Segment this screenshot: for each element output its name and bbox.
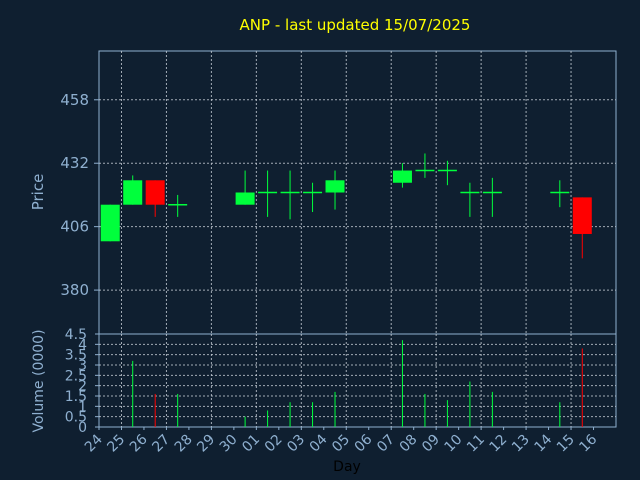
candle-25 — [123, 175, 143, 205]
x-tick-label: 11 — [464, 432, 488, 456]
volume-panel: 4.543.532.521.510.50 Volume (0000) — [31, 327, 617, 436]
volume-y-tick-label: 3 — [78, 358, 87, 374]
candle-26 — [145, 180, 165, 217]
x-tick-label: 30 — [217, 432, 241, 456]
x-tick-label: 10 — [442, 432, 466, 456]
candles — [100, 153, 592, 259]
volume-y-tick-label: 2.5 — [65, 368, 87, 384]
x-tick-labels: 2425262728293001020304050607080910111213… — [82, 427, 600, 455]
candle-24 — [100, 204, 120, 242]
x-tick-label: 03 — [284, 432, 308, 456]
volume-grid — [95, 333, 616, 428]
x-tick-label: 04 — [307, 431, 331, 455]
price-y-tick-label: 406 — [60, 218, 89, 236]
price-y-tick-label: 458 — [60, 91, 89, 109]
x-tick-label: 13 — [509, 432, 533, 456]
price-axis-label: Price — [29, 174, 47, 211]
volume-y-tick-label: 3.5 — [65, 348, 87, 364]
x-tick-label: 09 — [419, 432, 443, 456]
volume-y-tick-labels: 4.543.532.521.510.50 — [65, 327, 87, 436]
candle-body — [145, 180, 165, 205]
candle-body — [392, 170, 412, 183]
price-plot-frame — [98, 50, 617, 335]
candle-body — [325, 180, 345, 193]
x-tick-label: 27 — [149, 432, 173, 456]
candle-07 — [392, 163, 412, 188]
candle-08 — [415, 153, 435, 178]
candle-09 — [437, 160, 457, 186]
x-tick-label: 14 — [531, 431, 555, 455]
candle-27 — [168, 194, 188, 217]
x-tick-label: 06 — [352, 431, 376, 455]
x-tick-label: 15 — [554, 432, 578, 456]
volume-y-tick-label: 4.5 — [65, 327, 87, 343]
volume-y-tick-label: 1 — [78, 399, 87, 415]
candle-01 — [258, 170, 278, 217]
candle-body — [123, 180, 143, 205]
x-tick-label: 07 — [374, 432, 398, 456]
x-tick-label: 25 — [104, 432, 128, 456]
volume-y-tick-label: 0 — [78, 420, 87, 436]
price-grid — [94, 51, 616, 334]
x-tick-label: 02 — [262, 432, 286, 456]
volume-y-tick-label: 1.5 — [65, 389, 87, 405]
volume-axis-label: Volume (0000) — [31, 329, 47, 432]
price-y-tick-labels: 458 432 406 380 — [60, 91, 89, 299]
volume-y-tick-label: 0.5 — [65, 410, 87, 426]
volume-y-tick-label: 2 — [78, 379, 87, 395]
x-tick-label: 16 — [576, 431, 600, 455]
volume-y-tick-label: 4 — [78, 337, 87, 353]
candle-02 — [280, 170, 300, 220]
candle-04 — [325, 170, 345, 210]
x-tick-label: 28 — [172, 432, 196, 456]
x-tick-label: 05 — [329, 432, 353, 456]
candle-body — [235, 192, 255, 205]
price-panel: 458 432 406 380 Price — [29, 50, 617, 335]
price-y-tick-label: 380 — [60, 281, 89, 299]
volume-plot-frame — [98, 333, 617, 428]
candle-body — [572, 197, 592, 234]
x-tick-label: 26 — [127, 431, 151, 455]
volume-bars — [132, 340, 583, 427]
candle-body — [100, 204, 120, 242]
price-y-tick-label: 432 — [60, 154, 89, 172]
candle-10 — [460, 182, 480, 217]
candle-11 — [482, 177, 502, 217]
x-tick-label: 08 — [397, 432, 421, 456]
x-tick-label: 01 — [239, 432, 263, 456]
candle-03 — [303, 182, 323, 213]
x-axis-label: Day — [333, 459, 361, 475]
candle-30 — [235, 170, 255, 205]
candle-15 — [572, 197, 592, 259]
chart-title: ANP - last updated 15/07/2025 — [240, 16, 471, 34]
x-tick-label: 12 — [487, 432, 511, 456]
x-tick-label: 29 — [194, 432, 218, 456]
candle-14 — [550, 180, 570, 208]
